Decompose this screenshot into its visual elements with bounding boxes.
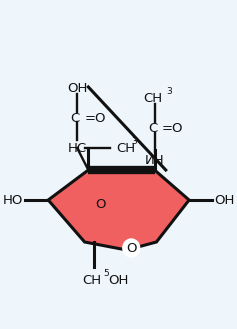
Text: CH: CH [82,273,102,287]
Text: HO: HO [3,193,23,207]
Text: =O: =O [85,112,106,124]
Text: 3: 3 [131,138,137,146]
Text: OH: OH [67,82,87,94]
Text: HC: HC [68,141,87,155]
Text: 5: 5 [103,269,109,279]
Text: O: O [126,241,137,255]
Text: OH: OH [214,193,235,207]
Text: ИН: ИН [145,154,164,166]
Polygon shape [48,170,189,250]
Text: 3: 3 [167,87,173,95]
Text: OH: OH [108,273,128,287]
Text: C: C [148,121,157,135]
Text: CH: CH [143,91,162,105]
Text: O: O [95,198,106,212]
Text: C: C [71,112,80,124]
Text: =O: =O [162,121,183,135]
Text: CH: CH [116,141,136,155]
Circle shape [123,239,140,257]
